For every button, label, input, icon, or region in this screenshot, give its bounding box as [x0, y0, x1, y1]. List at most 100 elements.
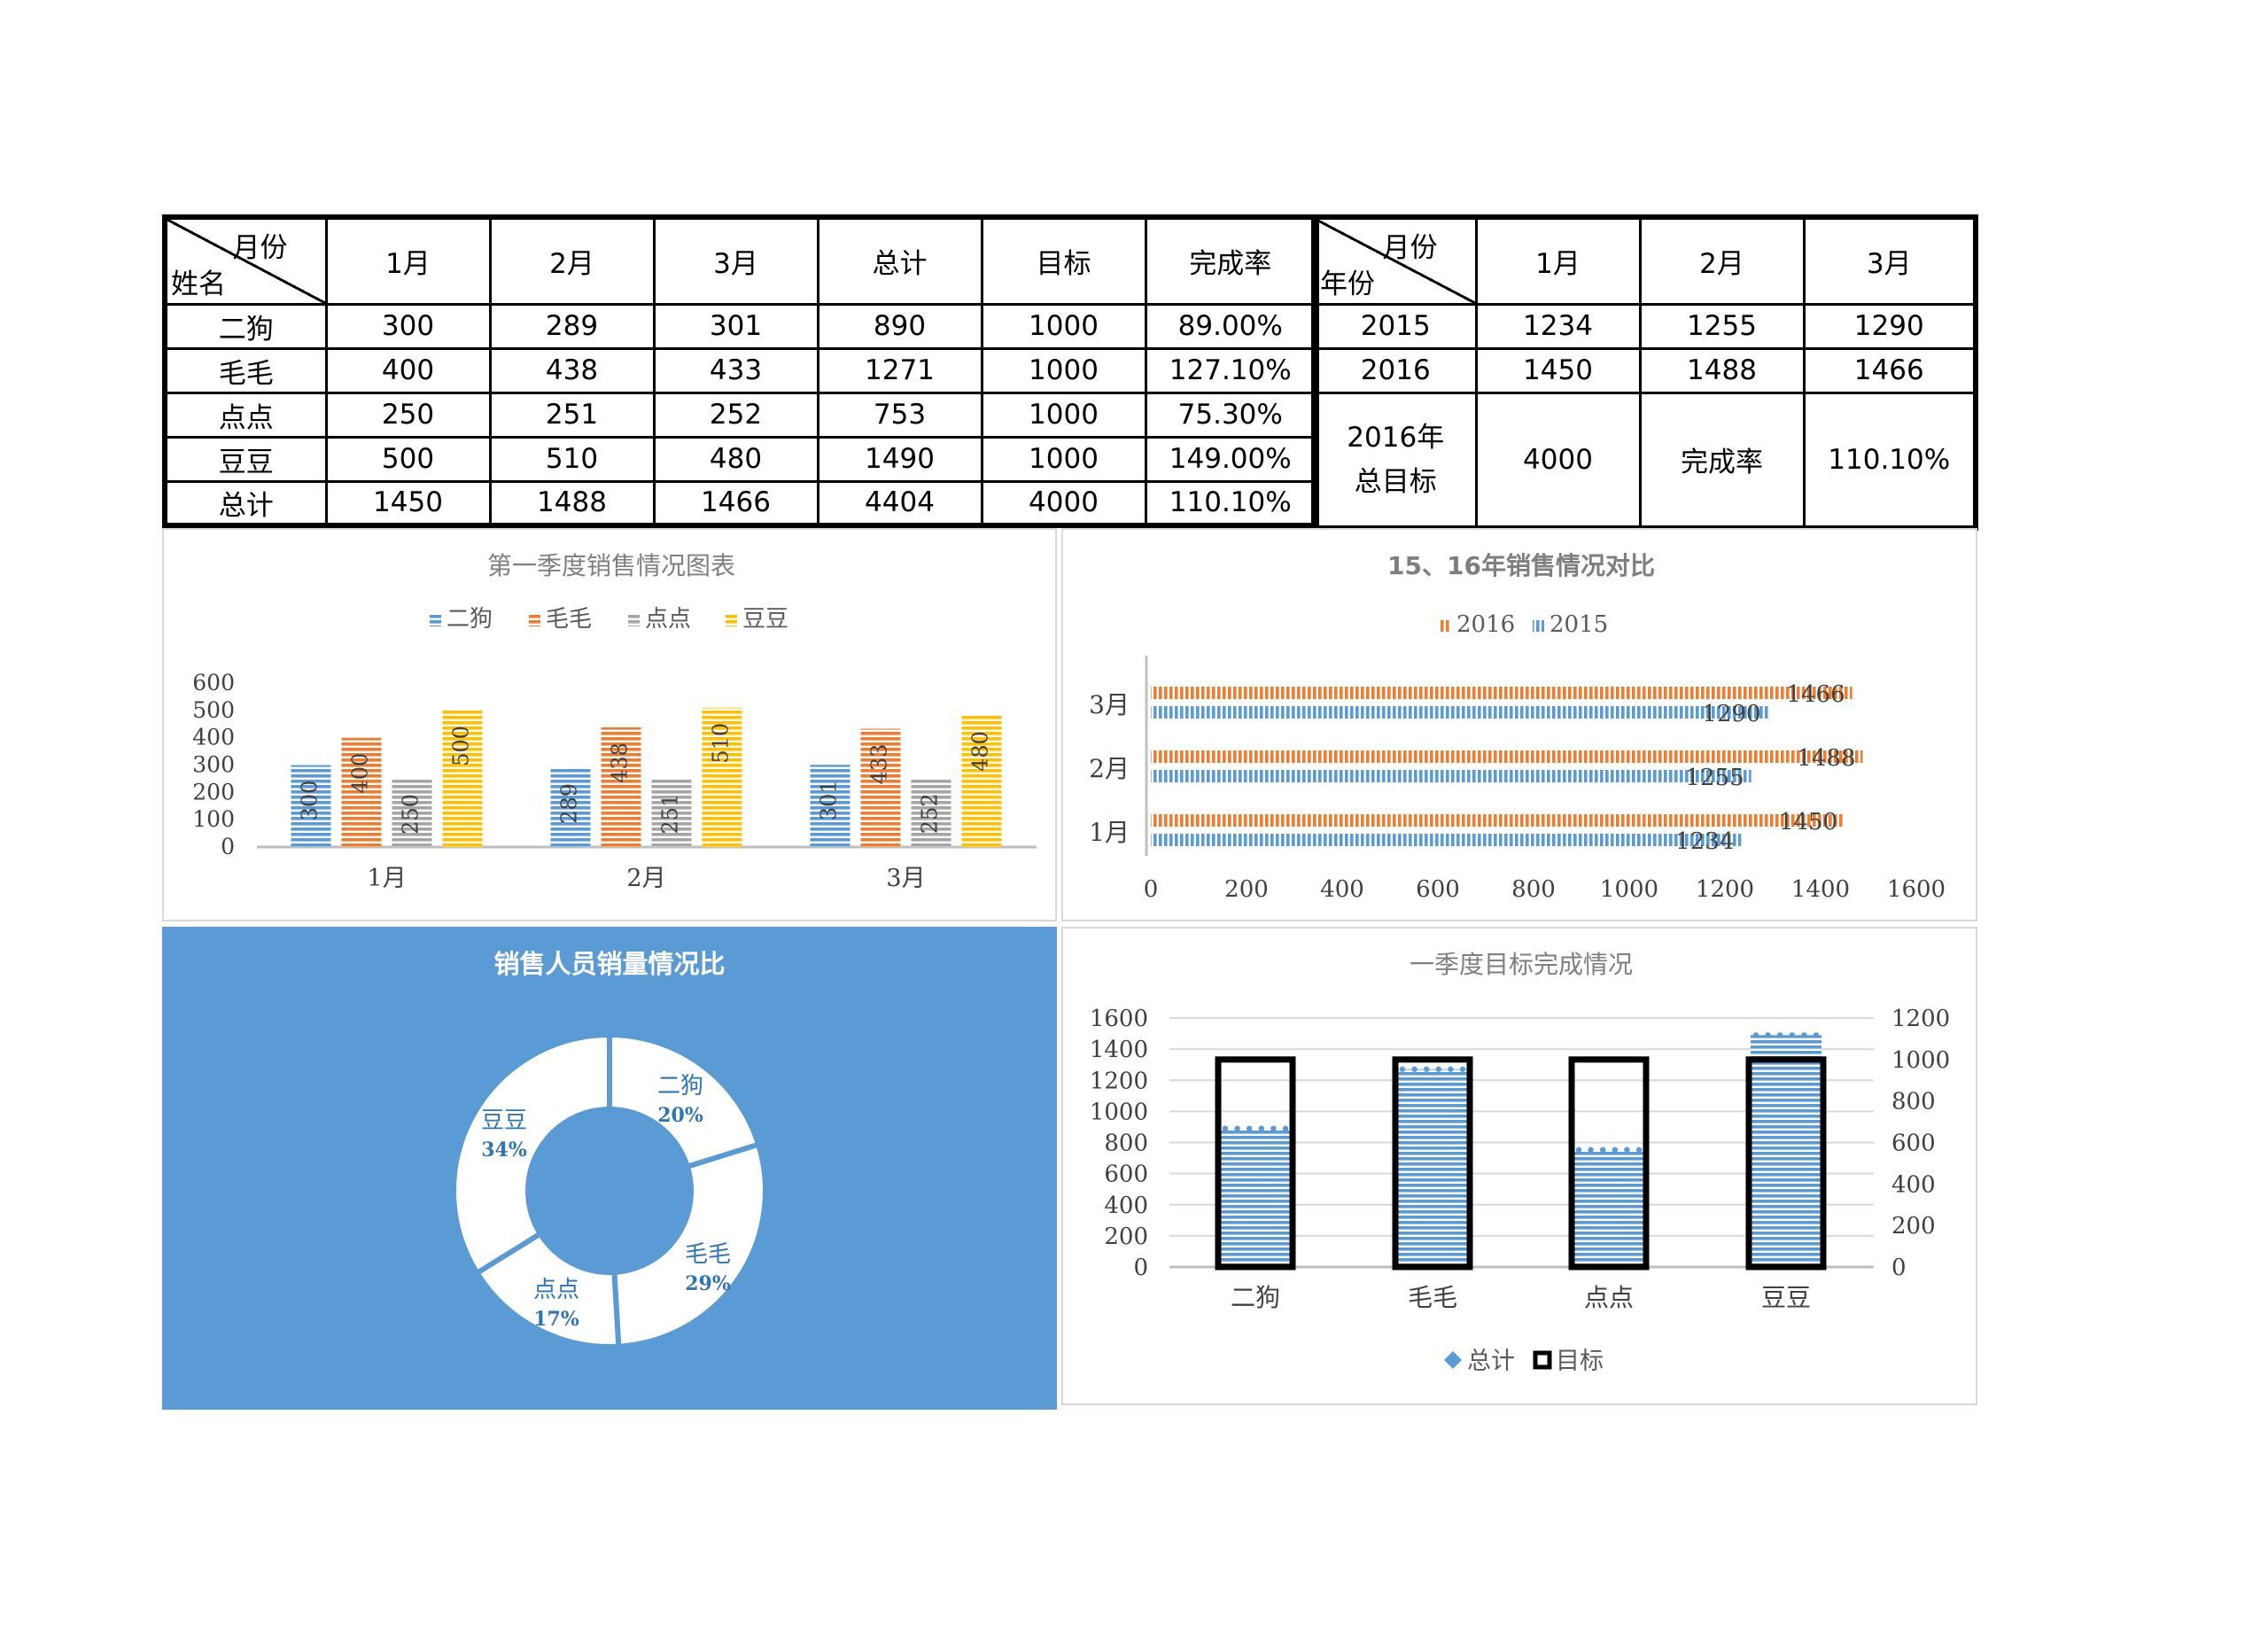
year-compare-chart-svg: 15、16年销售情况对比 2016 2015 0 200 400 600 800 1000 120… — [1089, 551, 1946, 903]
legend-label: 豆豆 — [742, 606, 788, 633]
table-cell: 1000 — [980, 346, 1147, 394]
diagonal-header-cell: 月份 年份 — [1312, 215, 1478, 306]
bar — [702, 707, 742, 847]
chart-title: 一季度目标完成情况 — [1410, 950, 1633, 979]
target-completion-chart: 一季度目标完成情况 0 200 400 600 800 1000 1200 1400 1600 0 2… — [1061, 927, 1977, 1405]
y-tick-label: 100 — [192, 806, 235, 832]
donut-slice — [473, 1230, 622, 1349]
x-tick-label: 200 — [1224, 876, 1269, 903]
slice-percent: 17% — [533, 1308, 579, 1331]
x-tick-label: 点点 — [1584, 1283, 1634, 1312]
data-label: 301 — [817, 780, 842, 820]
y-tick-label: 400 — [192, 725, 235, 750]
y-tick-label-left: 800 — [1104, 1131, 1148, 1157]
y-tick-label: 0 — [221, 834, 235, 859]
table-row: 二狗 300 289 301 890 1000 89.00% — [163, 302, 1318, 350]
y-tick-label: 600 — [192, 670, 235, 696]
bar-target — [1215, 1056, 1296, 1271]
y-tick-label-right: 800 — [1891, 1089, 1936, 1115]
marker-dot — [1459, 1066, 1466, 1072]
x-tick-label: 0 — [1144, 876, 1159, 903]
legend-label: 目标 — [1556, 1348, 1604, 1375]
goal-label-line2: 总目标 — [1354, 465, 1437, 498]
slice-label: 毛毛 — [685, 1241, 731, 1268]
table-row: 2016 1450 1488 1466 — [1312, 346, 1977, 394]
table-cell: 301 — [652, 302, 819, 350]
column-header: 2月 — [1638, 215, 1806, 306]
bar — [1151, 750, 1863, 763]
column-header: 3月 — [652, 215, 819, 306]
y-tick-label-right: 200 — [1891, 1213, 1936, 1240]
table-cell: 510 — [488, 435, 656, 483]
legend-label: 二狗 — [447, 606, 493, 633]
y-tick-label: 3月 — [1089, 690, 1130, 719]
marker-dot — [1813, 1032, 1820, 1038]
y-tick-label: 500 — [192, 697, 235, 723]
x-tick-label: 3月 — [886, 865, 925, 892]
table-cell: 753 — [816, 391, 983, 439]
x-tick-label: 400 — [1320, 876, 1364, 903]
data-label: 500 — [449, 726, 474, 766]
donut-slice — [611, 1141, 768, 1349]
table-cell: 75.30% — [1144, 391, 1318, 439]
y-tick-label: 1月 — [1089, 818, 1130, 847]
q1-sales-chart: 第一季度销售情况图表 二狗 毛毛 点点 豆豆 0 100 200 300 400 500 600 300… — [162, 528, 1057, 921]
x-tick-label: 800 — [1511, 876, 1556, 903]
target-completion-chart-svg: 一季度目标完成情况 0 200 400 600 800 1000 1200 1400 1600 0 2… — [1090, 950, 1950, 1375]
marker-dot — [1624, 1146, 1630, 1153]
table-cell: 300 — [324, 302, 492, 350]
data-label: 433 — [867, 744, 892, 785]
chart-title: 第一季度销售情况图表 — [487, 551, 735, 580]
column-header: 总计 — [816, 215, 983, 306]
bar — [810, 765, 850, 847]
donut-slice — [451, 1031, 612, 1277]
data-label: 1255 — [1686, 765, 1744, 791]
goal-label-line1: 2016年 — [1347, 421, 1445, 454]
slice-label: 豆豆 — [481, 1108, 527, 1134]
table-cell: 1000 — [980, 435, 1147, 483]
y-tick-label-right: 0 — [1891, 1255, 1907, 1281]
table-total-row: 总计 1450 1488 1466 4404 4000 110.10% — [163, 479, 1318, 527]
table-cell: 1466 — [652, 479, 819, 527]
bar — [1151, 770, 1751, 782]
table-cell: 1488 — [488, 479, 656, 527]
bar — [442, 710, 483, 847]
y-tick-label: 2月 — [1089, 754, 1130, 783]
marker-dot — [1448, 1066, 1454, 1072]
row-name: 毛毛 — [163, 346, 328, 394]
diag-bottom-label: 姓名 — [171, 268, 226, 300]
y-tick-label-right: 1000 — [1891, 1047, 1950, 1074]
data-label: 480 — [968, 731, 993, 772]
marker-dot — [1789, 1032, 1795, 1038]
legend-swatch — [1533, 1350, 1552, 1370]
marker-dot — [1411, 1066, 1418, 1072]
legend-label: 2016 — [1456, 611, 1515, 638]
bar-total — [1573, 1149, 1644, 1267]
y-tick-label: 300 — [192, 752, 235, 778]
marker-dot — [1765, 1032, 1771, 1038]
marker-dot — [1600, 1146, 1606, 1153]
donut-slice — [607, 1031, 762, 1170]
data-label: 1488 — [1797, 745, 1855, 772]
bar — [860, 728, 901, 847]
table-cell: 110.10% — [1144, 479, 1318, 527]
table-cell: 1255 — [1638, 302, 1806, 350]
row-name: 豆豆 — [163, 435, 328, 483]
year-compare-chart: 15、16年销售情况对比 2016 2015 0 200 400 600 800 1000 120… — [1061, 528, 1977, 921]
bar — [392, 778, 432, 847]
y-tick-label: 200 — [192, 779, 235, 804]
table-cell: 1490 — [816, 435, 983, 483]
marker-dot — [1282, 1125, 1289, 1131]
row-year: 2016 — [1312, 346, 1478, 394]
rate-value: 110.10% — [1802, 391, 1977, 530]
y-tick-label-left: 600 — [1104, 1162, 1148, 1188]
x-tick-label: 豆豆 — [1761, 1283, 1811, 1312]
x-tick-label: 1600 — [1887, 876, 1946, 903]
column-header: 完成率 — [1144, 215, 1318, 306]
table-cell: 4000 — [980, 479, 1147, 527]
legend-swatch — [529, 615, 540, 626]
legend-swatch — [1440, 620, 1451, 632]
legend-swatch — [1444, 1351, 1462, 1369]
goal-label-cell: 2016年 总目标 — [1312, 391, 1478, 530]
